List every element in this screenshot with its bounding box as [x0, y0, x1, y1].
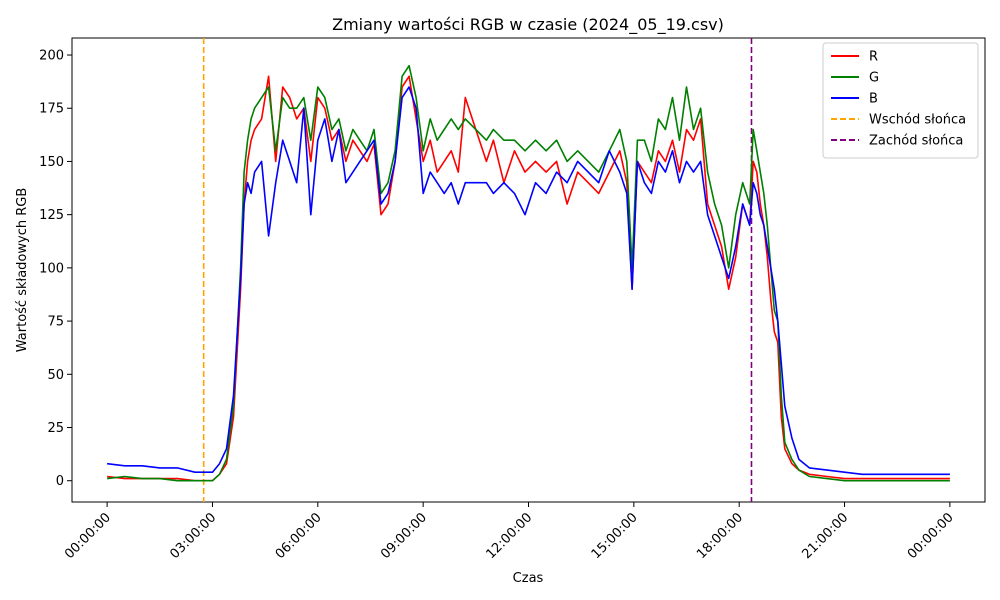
legend-label: R [869, 50, 878, 65]
x-tick-label: 12:00:00 [483, 510, 535, 562]
series-line-b [107, 86, 950, 476]
x-tick-label: 09:00:00 [378, 510, 430, 562]
y-tick-label: 0 [56, 474, 64, 489]
y-axis-label: Wartość składowych RGB [15, 188, 30, 352]
chart-title: Zmiany wartości RGB w czasie (2024_05_19… [332, 15, 724, 35]
x-tick-label: 06:00:00 [273, 510, 325, 562]
x-axis-ticks: 00:00:00 03:00:00 06:00:00 09:00:00 12:00:00… [62, 502, 957, 562]
y-tick-label: 25 [47, 421, 64, 436]
y-tick-label: 50 [47, 368, 64, 383]
x-tick-label: 03:00:00 [167, 510, 219, 562]
x-tick-label: 21:00:00 [799, 510, 851, 562]
legend-label: Zachód słońca [869, 134, 963, 149]
y-tick-label: 150 [39, 155, 64, 170]
reference-lines [202, 38, 753, 502]
x-tick-label: 18:00:00 [694, 510, 746, 562]
legend-box [822, 42, 979, 159]
x-tick-label: 15:00:00 [589, 510, 641, 562]
series-lines [107, 64, 950, 482]
x-tick-label: 00:00:00 [62, 510, 114, 562]
y-tick-label: 125 [39, 208, 64, 223]
series-line-g [107, 64, 950, 482]
y-tick-label: 175 [39, 102, 64, 117]
legend-label: G [869, 71, 879, 86]
x-axis-label: Czas [513, 571, 544, 586]
legend-label: Wschód słońca [869, 113, 966, 128]
legend-label: B [869, 92, 878, 107]
y-axis-ticks: 0 25 50 75 100 125 150 175 200 [39, 49, 72, 489]
legend: RGB Wschód słońca Zachód słońca [822, 42, 979, 159]
x-tick-label: 00:00:00 [905, 510, 957, 562]
y-tick-label: 200 [39, 49, 64, 64]
y-tick-label: 100 [39, 261, 64, 276]
y-tick-label: 75 [47, 315, 64, 330]
